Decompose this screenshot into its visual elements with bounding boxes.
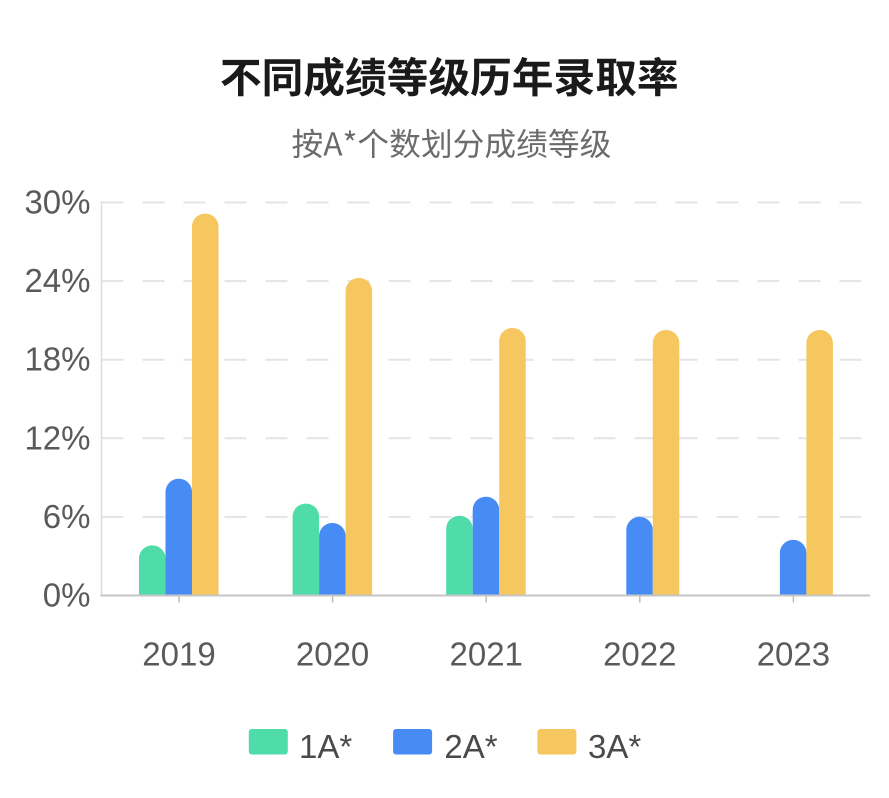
- svg-text:2022: 2022: [603, 636, 676, 673]
- svg-text:30%: 30%: [24, 184, 90, 221]
- svg-text:0%: 0%: [43, 577, 91, 614]
- svg-text:24%: 24%: [24, 262, 90, 299]
- svg-text:2023: 2023: [757, 636, 830, 673]
- svg-text:2020: 2020: [296, 636, 369, 673]
- svg-text:1A*: 1A*: [299, 728, 352, 765]
- svg-text:6%: 6%: [43, 498, 91, 535]
- svg-text:2A*: 2A*: [444, 728, 497, 765]
- svg-text:18%: 18%: [24, 341, 90, 378]
- svg-text:2021: 2021: [449, 636, 522, 673]
- svg-text:2019: 2019: [142, 636, 215, 673]
- svg-text:12%: 12%: [24, 419, 90, 456]
- svg-text:3A*: 3A*: [588, 728, 641, 765]
